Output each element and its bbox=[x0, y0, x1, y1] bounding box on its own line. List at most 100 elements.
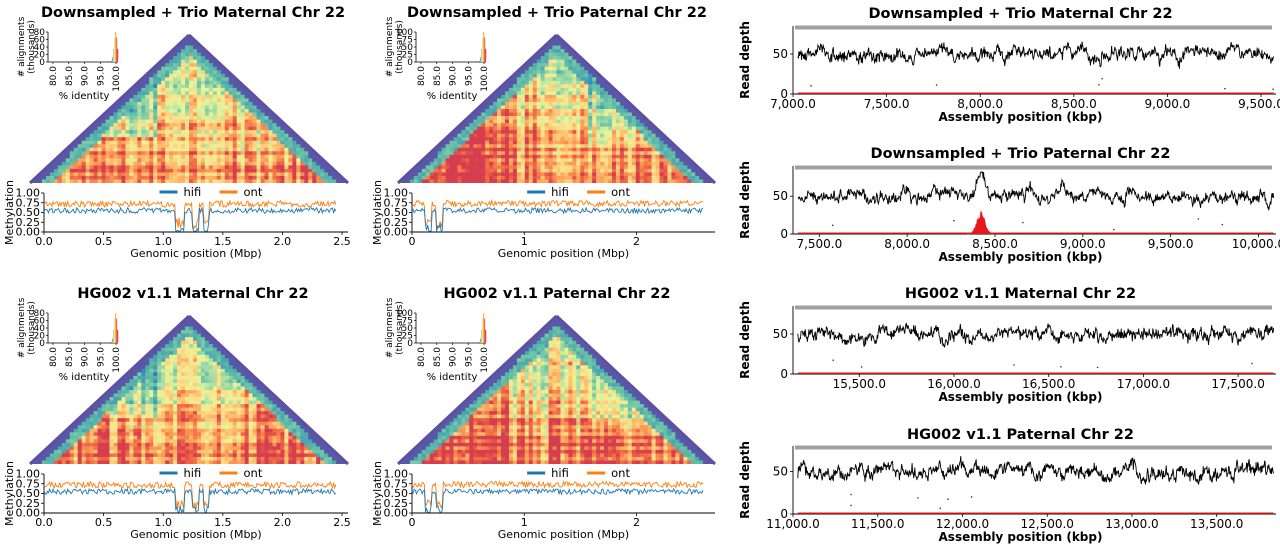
heatmap-cell bbox=[177, 379, 182, 384]
heatmap-cell bbox=[481, 165, 486, 170]
heatmap-cell bbox=[216, 63, 222, 68]
heatmap-cell bbox=[97, 130, 102, 135]
heatmap-cell bbox=[137, 393, 142, 398]
heatmap-cell bbox=[604, 126, 609, 131]
heatmap-cell bbox=[417, 175, 423, 180]
heatmap-cell bbox=[540, 137, 546, 142]
heatmap-cell bbox=[292, 418, 297, 423]
heatmap-cell bbox=[256, 390, 261, 394]
heatmap-cell bbox=[272, 400, 277, 405]
heatmap-cell bbox=[252, 137, 257, 142]
heatmap-cell bbox=[679, 175, 684, 180]
heatmap-cell bbox=[73, 165, 79, 170]
heatmap-cell bbox=[121, 411, 126, 416]
heatmap-cell bbox=[647, 165, 652, 170]
heatmap-cell bbox=[544, 77, 549, 82]
heatmap-cell bbox=[196, 179, 202, 183]
heatmap-cell bbox=[244, 421, 250, 426]
heatmap-cell bbox=[236, 418, 242, 423]
heatmap-cell bbox=[196, 119, 202, 124]
heatmap-cell bbox=[85, 154, 91, 159]
heatmap-cell bbox=[481, 105, 486, 110]
heatmap-cell bbox=[220, 340, 226, 345]
heatmap-cell bbox=[101, 421, 106, 426]
heatmap-cell bbox=[145, 365, 150, 370]
heatmap-cell bbox=[489, 101, 494, 106]
heatmap-cell bbox=[101, 400, 106, 405]
heatmap-cell bbox=[260, 126, 265, 131]
heatmap-cell bbox=[240, 101, 246, 106]
heatmap-cell bbox=[248, 414, 254, 419]
heatmap-cell bbox=[536, 52, 542, 57]
heatmap-cell bbox=[643, 175, 649, 180]
heatmap-cell bbox=[564, 112, 569, 117]
heatmap-cell bbox=[244, 168, 250, 173]
heatmap-cell bbox=[627, 151, 633, 156]
heatmap-cell bbox=[465, 119, 470, 124]
heatmap-cell bbox=[292, 421, 297, 426]
heatmap-cell bbox=[512, 179, 518, 183]
heatmap-cell bbox=[189, 101, 194, 106]
heatmap-cell bbox=[220, 375, 226, 380]
heatmap-cell bbox=[592, 105, 597, 110]
heatmap-cell bbox=[687, 172, 692, 177]
heatmap-cell bbox=[169, 351, 174, 356]
heatmap-cell bbox=[592, 158, 597, 163]
heatmap-cell bbox=[216, 418, 222, 423]
heatmap-cell bbox=[540, 98, 546, 103]
heatmap-cell bbox=[635, 175, 641, 180]
heatmap-cell bbox=[576, 119, 581, 124]
heatmap-cell bbox=[169, 137, 174, 142]
heatmap-cell bbox=[240, 147, 246, 152]
heatmap-cell bbox=[691, 168, 696, 173]
heatmap-cell bbox=[413, 168, 419, 173]
heatmap-cell bbox=[304, 151, 309, 156]
heatmap-cell bbox=[216, 361, 222, 366]
heatmap-cell bbox=[169, 158, 174, 163]
heatmap-cell bbox=[97, 421, 102, 426]
heatmap-cell bbox=[228, 382, 234, 387]
heatmap-cell bbox=[284, 130, 289, 135]
heatmap-cell bbox=[105, 130, 110, 135]
heatmap-cell bbox=[548, 172, 553, 177]
heatmap-cell bbox=[196, 172, 202, 177]
heatmap-cell bbox=[504, 91, 510, 96]
heatmap-cell bbox=[572, 77, 577, 82]
heatmap-cell bbox=[576, 101, 581, 106]
heatmap-cell bbox=[208, 421, 214, 426]
heatmap-cell bbox=[173, 84, 178, 89]
heatmap-cell bbox=[153, 418, 158, 423]
heatmap-cell bbox=[244, 133, 250, 138]
heatmap-cell bbox=[256, 404, 261, 409]
heatmap-cell bbox=[508, 70, 514, 75]
heatmap-cell bbox=[449, 168, 454, 173]
heatmap-cell bbox=[141, 414, 146, 419]
heatmap-cell bbox=[228, 112, 234, 117]
heatmap-cell bbox=[536, 119, 542, 124]
heatmap-cell bbox=[189, 147, 194, 152]
heatmap-cell bbox=[141, 87, 146, 92]
heatmap-cell bbox=[232, 101, 238, 106]
heatmap-cell bbox=[248, 407, 254, 412]
heatmap-cell bbox=[639, 137, 645, 142]
heatmap-cell bbox=[81, 175, 87, 180]
heatmap-cell bbox=[528, 175, 534, 180]
heatmap-cell bbox=[189, 333, 194, 338]
heatmap-cell bbox=[57, 158, 63, 163]
heatmap-cell bbox=[133, 91, 138, 96]
heatmap-cell bbox=[161, 84, 166, 89]
heatmap-cell bbox=[113, 386, 118, 391]
heatmap-cell bbox=[105, 172, 110, 177]
heatmap-cell bbox=[556, 179, 561, 183]
heatmap-cell bbox=[544, 80, 549, 85]
heatmap-cell bbox=[627, 175, 633, 180]
heatmap-cell bbox=[655, 130, 660, 135]
heatmap-cell bbox=[481, 144, 486, 149]
heatmap-cell bbox=[671, 137, 676, 142]
heatmap-cell bbox=[501, 137, 506, 142]
heatmap-cell bbox=[149, 105, 154, 110]
heatmap-cell bbox=[260, 123, 265, 128]
heatmap-cell bbox=[173, 158, 178, 163]
heatmap-cell bbox=[556, 123, 561, 128]
heatmap-cell bbox=[600, 84, 605, 89]
